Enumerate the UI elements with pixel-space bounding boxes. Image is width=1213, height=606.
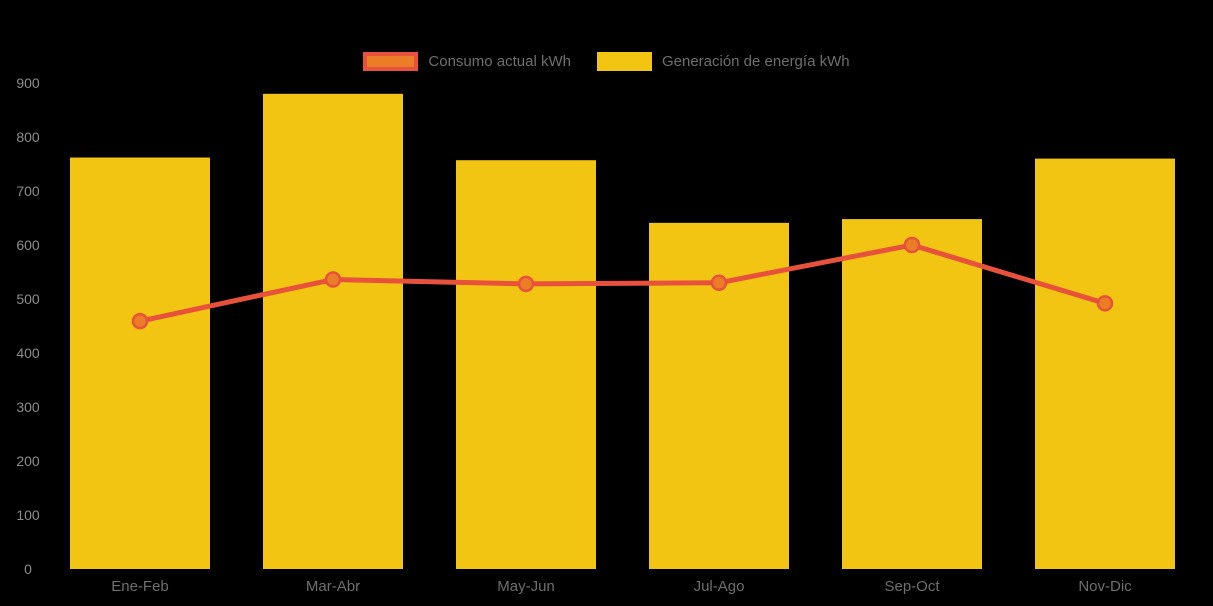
y-axis-tick-200: 200 bbox=[16, 453, 40, 469]
y-axis-tick-800: 800 bbox=[16, 129, 40, 145]
legend-item-consumo[interactable]: Consumo actual kWh bbox=[363, 52, 571, 71]
legend-swatch-bar-series bbox=[596, 52, 652, 71]
y-axis-tick-0: 0 bbox=[24, 561, 32, 577]
x-axis-label-Ene-Feb: Ene-Feb bbox=[111, 578, 169, 595]
y-axis-tick-700: 700 bbox=[16, 183, 40, 199]
x-axis-label-Sep-Oct: Sep-Oct bbox=[884, 578, 940, 595]
line-point-Sep-Oct[interactable] bbox=[903, 236, 921, 254]
x-axis-label-May-Jun: May-Jun bbox=[497, 578, 555, 595]
line-series-path bbox=[137, 242, 1108, 324]
y-axis-tick-400: 400 bbox=[16, 345, 40, 361]
y-axis-tick-100: 100 bbox=[16, 507, 40, 523]
legend-label-generacion: Generación de energía kWh bbox=[661, 53, 850, 70]
line-point-Nov-Dic[interactable] bbox=[1096, 295, 1114, 312]
x-axis-label-Jul-Ago: Jul-Ago bbox=[694, 578, 745, 595]
y-axis-tick-500: 500 bbox=[16, 291, 40, 307]
chart-legend: Consumo actual kWh Generación de energía… bbox=[0, 52, 1213, 71]
line-point-Mar-Abr[interactable] bbox=[324, 271, 342, 288]
y-axis-tick-600: 600 bbox=[16, 237, 40, 253]
y-axis-tick-300: 300 bbox=[16, 399, 40, 415]
x-axis-label-Nov-Dic: Nov-Dic bbox=[1078, 578, 1132, 595]
line-point-Ene-Feb[interactable] bbox=[131, 312, 149, 330]
legend-label-consumo: Consumo actual kWh bbox=[428, 53, 571, 70]
legend-item-generacion[interactable]: Generación de energía kWh bbox=[596, 52, 850, 71]
line-point-May-Jun[interactable] bbox=[517, 275, 535, 293]
bar-Ene-Feb[interactable] bbox=[70, 157, 210, 569]
x-axis-label-Mar-Abr: Mar-Abr bbox=[306, 578, 360, 595]
line-point-Jul-Ago[interactable] bbox=[710, 274, 728, 292]
bar-Nov-Dic[interactable] bbox=[1035, 158, 1175, 569]
legend-swatch-line-series bbox=[363, 52, 419, 71]
bar-Mar-Abr[interactable] bbox=[263, 93, 403, 570]
bar-Sep-Oct[interactable] bbox=[842, 219, 982, 569]
y-axis-tick-900: 900 bbox=[16, 75, 40, 91]
bar-May-Jun[interactable] bbox=[456, 160, 596, 569]
